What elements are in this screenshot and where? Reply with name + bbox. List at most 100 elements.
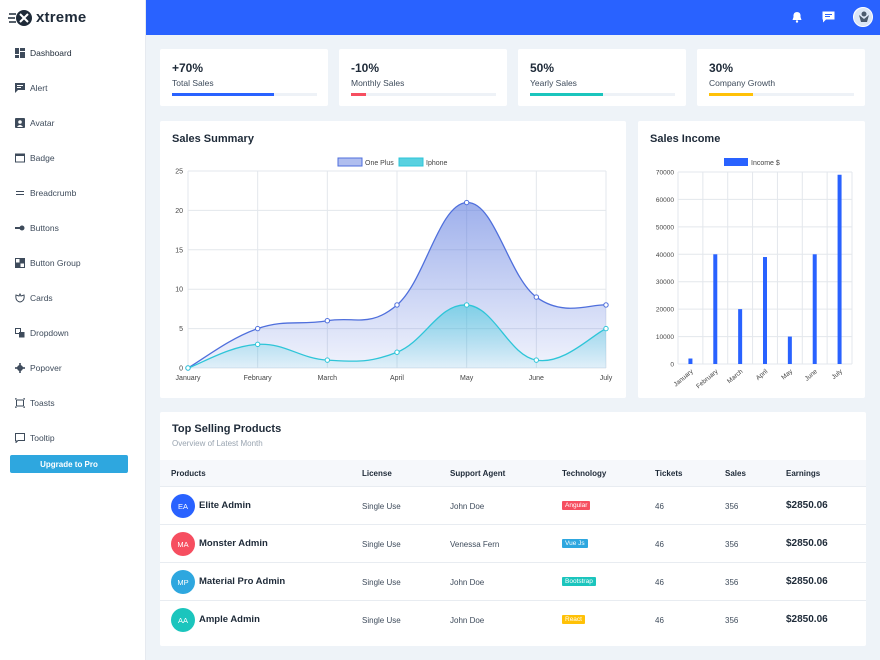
- license-cell: Single Use: [362, 578, 401, 587]
- app-name: xtreme: [36, 9, 87, 26]
- table-row[interactable]: MA Monster Admin Single Use Venessa Fern…: [160, 524, 866, 562]
- sidebar-item-label: Alert: [30, 82, 48, 93]
- bar: [763, 257, 767, 364]
- sidebar-item-label: Breadcrumb: [30, 187, 77, 198]
- legend-label: One Plus: [365, 160, 394, 167]
- product-name: Material Pro Admin: [199, 576, 286, 587]
- column-header[interactable]: Tickets: [655, 469, 683, 478]
- bar: [812, 254, 817, 364]
- sidebar-item-label: Toasts: [30, 397, 55, 408]
- data-point: [463, 199, 470, 206]
- sidebar-item-popover[interactable]: Popover: [0, 350, 145, 385]
- sidebar-item-breadcrumb[interactable]: Breadcrumb: [0, 175, 145, 210]
- column-header[interactable]: License: [362, 469, 392, 478]
- y-tick-label: 25: [175, 169, 183, 176]
- alert-icon: [14, 82, 25, 93]
- legend-swatch: [724, 158, 748, 166]
- sales-income-chart: 0 10000 20000 30000 40000 50000 60000 70000 Janu…: [656, 158, 853, 390]
- column-header[interactable]: Products: [171, 469, 206, 478]
- data-point: [603, 325, 609, 332]
- y-tick-label: 70000: [656, 170, 674, 177]
- top-products-card: Top Selling Products Overview of Latest …: [160, 412, 866, 646]
- stat-value: 50%: [530, 61, 555, 75]
- earnings-cell: $2850.06: [786, 500, 828, 511]
- data-point: [533, 294, 540, 300]
- sidebar-item-badge[interactable]: Badge: [0, 140, 145, 175]
- table-row[interactable]: EA Elite Admin Single Use John Doe Angul…: [160, 486, 866, 524]
- cards-icon: [14, 292, 25, 303]
- legend-swatch: [337, 157, 363, 167]
- sales-summary-chart: 0 5 10 15 20 25 January February March April May Ju…: [175, 157, 613, 382]
- column-header[interactable]: Earnings: [786, 469, 821, 478]
- logo[interactable]: xtreme: [0, 0, 145, 35]
- stat-label: Yearly Sales: [530, 78, 577, 88]
- bar: [837, 174, 842, 364]
- agent-cell: John Doe: [450, 616, 485, 625]
- sidebar-item-avatar[interactable]: Avatar: [0, 105, 145, 140]
- sidebar-item-dashboard[interactable]: Dashboard: [0, 35, 145, 70]
- stat-label: Total Sales: [172, 78, 214, 88]
- x-tick-label: July: [600, 375, 613, 382]
- column-header[interactable]: Support Agent: [450, 469, 506, 478]
- license-cell: Single Use: [362, 502, 401, 511]
- product-avatar: MP: [171, 570, 195, 594]
- stat-label: Monthly Sales: [351, 78, 405, 88]
- x-tick-label: January: [176, 375, 201, 382]
- data-point: [533, 357, 540, 363]
- sidebar-item-label: Tooltip: [30, 432, 55, 443]
- table-row[interactable]: MP Material Pro Admin Single Use John Do…: [160, 562, 866, 600]
- sidebar-item-toasts[interactable]: Toasts: [0, 385, 145, 420]
- earnings-cell: $2850.06: [786, 614, 828, 625]
- stat-progress-fill: [351, 93, 366, 96]
- sidebar-item-tooltip[interactable]: Tooltip: [0, 420, 145, 455]
- series-area: [188, 304, 606, 368]
- sales-income-title: Sales Income: [650, 133, 721, 145]
- popover-icon: [14, 362, 25, 373]
- y-tick-label: 40000: [656, 252, 674, 259]
- y-tick-label: 0: [179, 366, 183, 373]
- sidebar-item-dropdown[interactable]: Dropdown: [0, 315, 145, 350]
- x-tick-label: June: [804, 368, 820, 383]
- sidebar-item-button-group[interactable]: Button Group: [0, 245, 145, 280]
- bell-icon[interactable]: [789, 9, 805, 25]
- legend-label: Iphone: [426, 160, 448, 167]
- technology-badge: React: [562, 615, 585, 624]
- y-tick-label: 30000: [656, 279, 674, 286]
- sales-summary-title: Sales Summary: [172, 133, 254, 145]
- stat-card-company-growth: 30% Company Growth: [697, 49, 865, 106]
- sidebar-item-label: Button Group: [30, 257, 81, 268]
- technology-badge: Angular: [562, 501, 591, 510]
- sidebar-item-buttons[interactable]: Buttons: [0, 210, 145, 245]
- tickets-cell: 46: [655, 616, 664, 625]
- column-header[interactable]: Sales: [725, 469, 746, 478]
- column-header[interactable]: Technology: [562, 469, 607, 478]
- y-tick-label: 50000: [656, 224, 674, 231]
- buttons-icon: [14, 222, 25, 233]
- y-tick-label: 60000: [656, 197, 674, 204]
- sidebar-item-cards[interactable]: Cards: [0, 280, 145, 315]
- chat-icon[interactable]: [820, 9, 836, 25]
- stat-label: Company Growth: [709, 78, 776, 88]
- agent-cell: John Doe: [450, 502, 485, 511]
- series-area: [188, 202, 606, 368]
- y-tick-label: 15: [175, 247, 183, 254]
- sidebar-item-alert[interactable]: Alert: [0, 70, 145, 105]
- x-tick-label: April: [390, 375, 404, 382]
- user-avatar[interactable]: [853, 7, 873, 27]
- stat-value: 30%: [709, 61, 734, 75]
- stat-card-total-sales: +70% Total Sales: [160, 49, 328, 106]
- stat-progress-fill: [709, 93, 753, 96]
- y-tick-label: 10000: [656, 334, 674, 341]
- x-tick-label: June: [529, 375, 544, 382]
- table-row[interactable]: AA Ample Admin Single Use John Doe React…: [160, 600, 866, 638]
- x-tick-label: July: [831, 368, 845, 381]
- sidebar-item-label: Badge: [30, 152, 55, 163]
- data-point: [254, 341, 261, 348]
- upgrade-button[interactable]: Upgrade to Pro: [10, 455, 128, 473]
- bar: [713, 254, 718, 364]
- sales-income-card: Sales Income 0 10000 20000 30000 40000 50000 6…: [638, 121, 865, 398]
- stat-value: -10%: [351, 61, 380, 75]
- sales-cell: 356: [725, 502, 739, 511]
- legend-swatch: [398, 157, 424, 167]
- x-tick-label: February: [244, 375, 273, 382]
